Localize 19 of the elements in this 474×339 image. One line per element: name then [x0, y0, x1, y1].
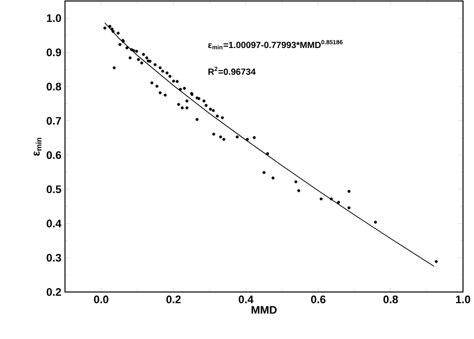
- y-axis-title: ε$_{min}$: [34, 138, 42, 156]
- annotation: R$^{2}$=0.96734: [208, 66, 256, 75]
- y-tick-label: 1.0: [46, 14, 62, 22]
- y-tick-label: 0.3: [46, 254, 62, 262]
- y-tick-label: 0.9: [46, 48, 62, 56]
- x-tick-label: 1.0: [456, 296, 470, 304]
- x-tick-label: 0.2: [166, 296, 181, 304]
- x-tick-label: 0.4: [238, 296, 254, 304]
- x-tick-label: 0.8: [383, 296, 398, 304]
- y-tick-label: 0.6: [46, 151, 62, 159]
- x-tick-label: 0.0: [94, 296, 108, 304]
- x-tick-label: 0.6: [311, 296, 326, 304]
- y-tick-label: 0.5: [46, 185, 62, 194]
- y-tick-label: 0.7: [46, 116, 61, 125]
- annotation: ε$_{min}$=1.00097-0.77993*MMD$^{0.85186}$: [208, 40, 343, 50]
- y-tick-label: 0.4: [46, 220, 62, 228]
- y-tick-label: 0.2: [46, 288, 62, 296]
- x-axis-title: MMD: [252, 306, 277, 314]
- y-tick-label: 0.8: [46, 82, 62, 90]
